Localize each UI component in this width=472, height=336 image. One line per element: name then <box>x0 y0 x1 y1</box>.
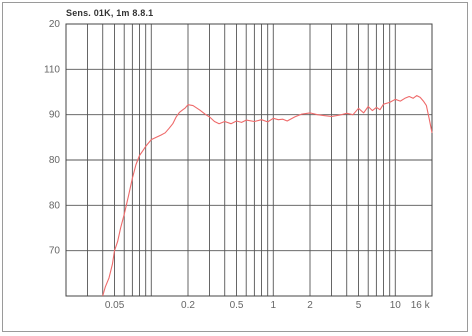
x-tick-label: 0.05 <box>105 300 125 311</box>
plot-area-border <box>65 23 433 297</box>
y-tick-labels: 20 110 90 80 80 70 <box>44 19 60 257</box>
x-tick-label: 2 <box>307 300 313 311</box>
x-tick-labels: 0.05 0.2 0.5 1 2 5 10 16 k <box>105 300 431 311</box>
chart-title: Sens. 01K, 1m 8.8.1 <box>66 8 154 18</box>
x-tick-label: 5 <box>356 300 362 311</box>
y-tick-label: 110 <box>44 64 60 75</box>
chart-frame <box>2 2 468 332</box>
series-line <box>102 95 433 297</box>
y-tick-label: 80 <box>49 200 61 211</box>
y-tick-label: 20 <box>49 19 61 30</box>
y-tick-label: 70 <box>49 246 61 257</box>
y-tick-label: 80 <box>49 155 61 166</box>
horizontal-grid <box>66 68 432 252</box>
x-tick-label: 1 <box>270 300 276 311</box>
series-layer <box>102 95 433 297</box>
x-tick-label: 10 <box>390 300 402 311</box>
x-tick-label: 0.5 <box>230 300 244 311</box>
x-tick-label: 16 k <box>411 300 431 311</box>
x-tick-label: 0.2 <box>181 300 195 311</box>
y-tick-label: 90 <box>49 110 61 121</box>
